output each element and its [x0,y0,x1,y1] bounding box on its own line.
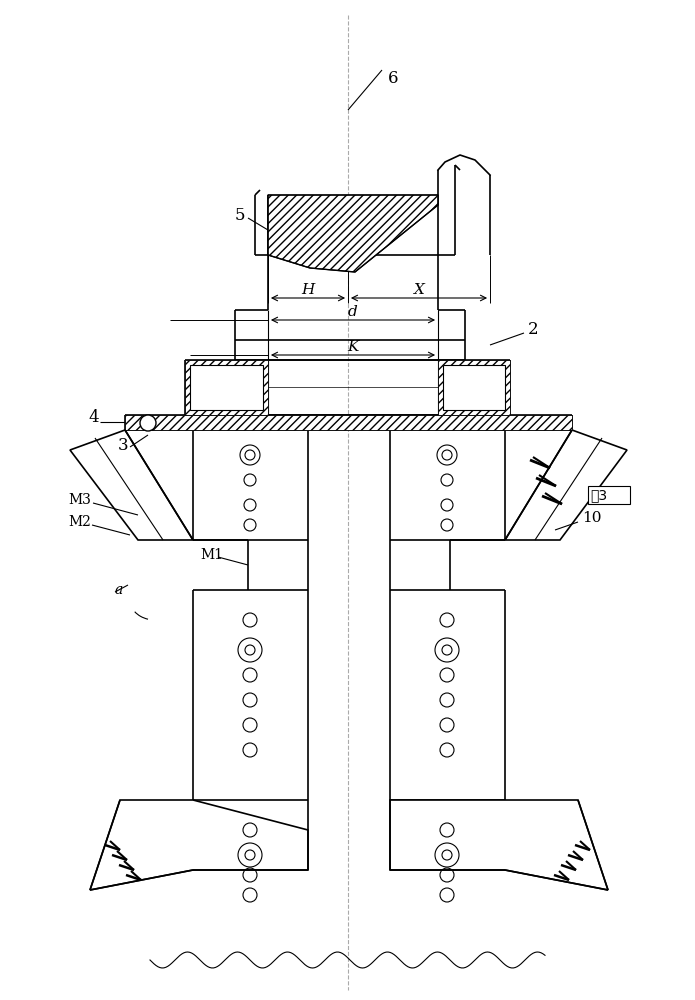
Text: 图3: 图3 [590,488,607,502]
Text: X: X [414,283,425,297]
Polygon shape [390,800,608,890]
Text: a: a [115,583,123,597]
Text: K: K [348,340,359,354]
Bar [125,415,572,430]
Text: 4: 4 [88,410,99,426]
Text: 10: 10 [582,511,601,525]
Circle shape [140,415,156,431]
Text: 6: 6 [388,70,398,87]
Text: 2: 2 [528,322,539,338]
Polygon shape [90,800,308,890]
Bar [190,365,263,410]
Text: 5: 5 [235,207,245,224]
Polygon shape [70,430,193,540]
Text: M1: M1 [200,548,223,562]
Text: 3: 3 [118,436,129,454]
Text: H: H [302,283,315,297]
Polygon shape [505,430,627,540]
Text: M2: M2 [68,515,91,529]
Bar [443,365,505,410]
Text: M3: M3 [68,493,91,507]
Bar [438,360,510,415]
Bar [588,486,630,504]
Text: d: d [348,305,358,319]
Polygon shape [268,195,438,272]
Bar [185,360,268,415]
